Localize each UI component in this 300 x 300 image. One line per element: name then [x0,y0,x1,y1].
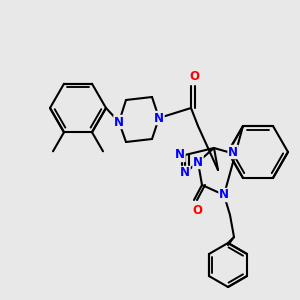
Text: N: N [154,112,164,124]
Text: N: N [175,148,185,161]
Text: N: N [193,155,203,169]
Text: N: N [114,116,124,128]
Text: O: O [192,203,202,217]
Text: N: N [219,188,229,202]
Text: N: N [228,146,238,158]
Text: N: N [180,167,190,179]
Text: O: O [189,70,199,83]
